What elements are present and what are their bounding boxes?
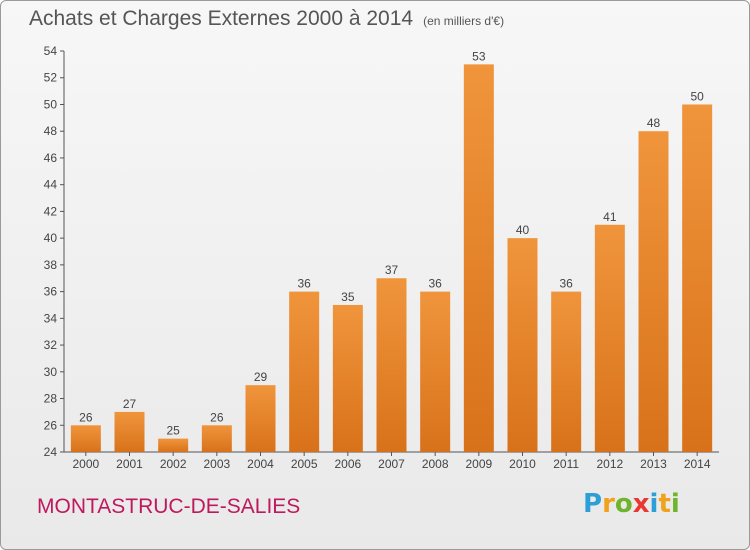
logo-letter: x xyxy=(632,489,650,519)
bar xyxy=(551,291,582,452)
y-tick-label: 38 xyxy=(44,258,58,272)
logo-letter: o xyxy=(614,489,633,519)
bar-value-label: 36 xyxy=(559,277,573,291)
chart-title: Achats et Charges Externes 2000 à 2014 (e… xyxy=(29,7,504,31)
x-tick-label: 2004 xyxy=(247,457,274,471)
bar-value-label: 35 xyxy=(341,290,355,304)
x-tick-label: 2013 xyxy=(640,457,667,471)
bar-value-label: 27 xyxy=(123,397,137,411)
x-tick-label: 2003 xyxy=(203,457,230,471)
bar xyxy=(70,425,101,452)
x-tick-label: 2014 xyxy=(684,457,711,471)
bar xyxy=(289,291,320,452)
bar xyxy=(638,131,669,452)
y-tick-label: 44 xyxy=(44,178,58,192)
x-tick-label: 2005 xyxy=(291,457,318,471)
x-tick-label: 2011 xyxy=(553,457,579,471)
bar-value-label: 37 xyxy=(385,263,399,277)
y-tick-label: 34 xyxy=(44,311,58,325)
y-tick-label: 46 xyxy=(44,151,58,165)
y-tick-label: 54 xyxy=(44,44,58,58)
x-tick-label: 2002 xyxy=(160,457,187,471)
logo-letter: i xyxy=(670,489,680,519)
bar-value-label: 26 xyxy=(210,410,224,424)
bar xyxy=(594,224,625,452)
bar-value-label: 25 xyxy=(166,424,180,438)
bar xyxy=(332,304,363,452)
bar xyxy=(463,64,494,452)
x-tick-label: 2012 xyxy=(596,457,623,471)
bar xyxy=(420,291,451,452)
x-tick-label: 2008 xyxy=(422,457,449,471)
bar xyxy=(376,278,407,452)
bar-value-label: 48 xyxy=(647,116,661,130)
bar xyxy=(682,104,713,452)
bar-value-label: 40 xyxy=(516,223,530,237)
logo-letter: t xyxy=(658,489,671,519)
bar-value-label: 41 xyxy=(603,210,617,224)
y-tick-label: 50 xyxy=(44,97,58,111)
bar-value-label: 26 xyxy=(79,410,93,424)
bar-value-label: 53 xyxy=(472,49,486,63)
y-tick-label: 42 xyxy=(44,204,58,218)
y-tick-label: 32 xyxy=(44,338,58,352)
location-name: MONTASTRUC-DE-SALIES xyxy=(37,495,301,518)
bar xyxy=(507,238,538,452)
bar xyxy=(201,425,232,452)
y-tick-label: 30 xyxy=(44,365,58,379)
logo-letter: P xyxy=(583,489,603,519)
y-tick-label: 28 xyxy=(44,392,58,406)
bar-value-label: 36 xyxy=(428,277,442,291)
logo-letter: i xyxy=(649,489,659,519)
logo-letter: r xyxy=(602,489,615,519)
x-tick-label: 2010 xyxy=(509,457,536,471)
y-tick-label: 26 xyxy=(44,418,58,432)
y-tick-label: 36 xyxy=(44,285,58,299)
title-unit: (en milliers d'€) xyxy=(423,14,505,28)
bar xyxy=(158,438,189,452)
x-tick-label: 2001 xyxy=(116,457,143,471)
x-tick-label: 2006 xyxy=(334,457,361,471)
bar xyxy=(245,385,276,452)
y-tick-label: 24 xyxy=(44,445,58,459)
title-text: Achats et Charges Externes 2000 à 2014 xyxy=(29,7,414,30)
y-tick-label: 52 xyxy=(44,71,58,85)
y-tick-label: 40 xyxy=(44,231,58,245)
x-tick-label: 2009 xyxy=(465,457,492,471)
x-tick-label: 2000 xyxy=(72,457,99,471)
bar-value-label: 36 xyxy=(297,277,311,291)
x-tick-label: 2007 xyxy=(378,457,405,471)
y-tick-label: 48 xyxy=(44,124,58,138)
bar xyxy=(114,411,145,452)
proxiti-logo: Proxiti xyxy=(583,489,680,519)
bar-value-label: 29 xyxy=(254,370,268,384)
bar-value-label: 50 xyxy=(690,89,704,103)
